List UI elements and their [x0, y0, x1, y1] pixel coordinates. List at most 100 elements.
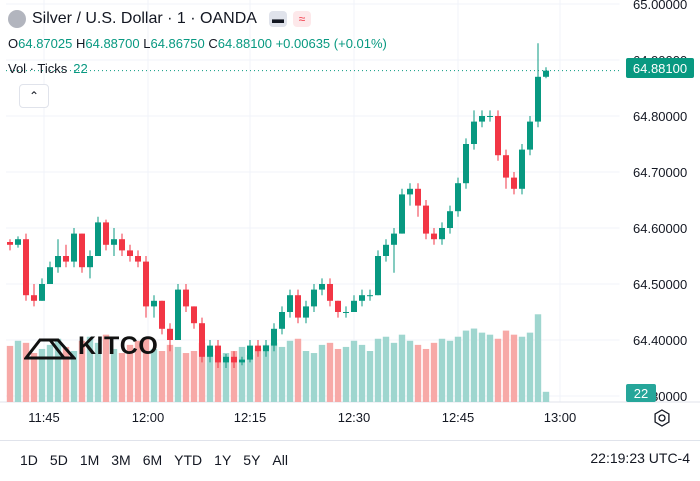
candle-body — [487, 116, 493, 117]
candle-body — [23, 239, 29, 296]
volume-bar — [230, 351, 238, 402]
candle-body — [119, 239, 125, 251]
y-tick-label: 64.80000 — [633, 109, 687, 124]
volume-bar — [286, 340, 294, 402]
low-label: L — [143, 36, 151, 51]
volume-bar — [366, 351, 374, 402]
volume-bar — [294, 338, 302, 402]
candle-body — [167, 328, 173, 340]
volume-bar — [254, 348, 262, 402]
volume-bar — [22, 342, 30, 402]
high-label: H — [75, 36, 86, 51]
volume-bar — [30, 353, 38, 402]
volume-bar — [350, 340, 358, 402]
range-button-6m[interactable]: 6M — [142, 452, 163, 468]
volume-bar — [542, 391, 550, 402]
price-chart[interactable]: 65.0000064.9000064.8000064.7000064.60000… — [0, 0, 700, 440]
volume-bar — [486, 334, 494, 402]
eye-icon[interactable]: ▬ — [268, 11, 287, 27]
range-button-1d[interactable]: 1D — [20, 452, 38, 468]
volume-bar — [46, 344, 54, 402]
volume-bar — [174, 346, 182, 402]
x-tick-label: 12:00 — [132, 410, 165, 425]
candle-body — [79, 233, 85, 268]
volume-bar — [342, 346, 350, 402]
silver-symbol-icon — [8, 10, 26, 28]
range-button-ytd[interactable]: YTD — [174, 452, 203, 468]
candle-body — [191, 306, 197, 324]
candle-body — [103, 222, 109, 245]
candle-body — [439, 228, 445, 240]
y-tick-label: 64.50000 — [633, 277, 687, 292]
candle-body — [7, 242, 13, 245]
candle-body — [87, 256, 93, 268]
candle-body — [231, 356, 237, 363]
symbol-title[interactable]: Silver / U.S. Dollar · 1 · OANDA — [32, 10, 257, 27]
candle-body — [455, 183, 461, 212]
volume-legend: Vol · Ticks 22 — [8, 61, 387, 76]
range-button-5y[interactable]: 5Y — [243, 452, 261, 468]
candle-body — [255, 345, 261, 352]
collapse-legend-button[interactable]: ⌃ — [19, 84, 49, 108]
range-selector: 1D 5D 1M 3M 6M YTD 1Y 5Y All — [14, 450, 294, 470]
volume-bar — [158, 351, 166, 402]
volume-bar — [494, 338, 502, 402]
range-button-1m[interactable]: 1M — [79, 452, 100, 468]
volume-bar — [406, 340, 414, 402]
candle-body — [303, 306, 309, 318]
open-value: 64.87025 — [18, 36, 73, 51]
volume-bar — [422, 348, 430, 402]
volume-bar — [310, 353, 318, 402]
volume-bar — [358, 344, 366, 402]
candle-body — [111, 239, 117, 245]
volume-value: 22 — [73, 61, 88, 76]
volume-bar — [326, 342, 334, 402]
volume-label[interactable]: Vol · Ticks — [8, 61, 68, 76]
volume-bar — [38, 348, 46, 402]
x-tick-label: 13:00 — [544, 410, 577, 425]
candle-body — [15, 239, 21, 245]
range-button-1y[interactable]: 1Y — [214, 452, 232, 468]
volume-bar — [478, 332, 486, 402]
candle-body — [543, 70, 549, 77]
volume-bar — [190, 351, 198, 402]
range-button-5d[interactable]: 5D — [49, 452, 68, 468]
candle-body — [239, 359, 245, 363]
volume-bar — [526, 332, 534, 402]
range-button-3m[interactable]: 3M — [111, 452, 131, 468]
candle-body — [223, 356, 229, 363]
candle-body — [271, 328, 277, 346]
wave-icon[interactable]: ≈ — [292, 11, 311, 27]
volume-bar — [438, 338, 446, 402]
volume-bar — [302, 351, 310, 402]
volume-bar — [414, 344, 422, 402]
candle-body — [463, 144, 469, 184]
volume-bar — [222, 353, 230, 402]
settings-gear-icon[interactable] — [653, 409, 671, 427]
open-label: O — [8, 36, 19, 51]
volume-bar — [166, 344, 174, 402]
volume-bar — [382, 336, 390, 402]
candle-body — [287, 295, 293, 312]
volume-bar — [70, 351, 78, 402]
volume-bar — [534, 314, 542, 402]
candle-body — [175, 289, 181, 340]
volume-tag: 22 — [626, 384, 656, 402]
candle-body — [247, 345, 253, 360]
x-tick-label: 12:45 — [442, 410, 475, 425]
clock[interactable]: 22:19:23 UTC-4 — [590, 450, 690, 466]
chart-area[interactable]: 65.0000064.9000064.8000064.7000064.60000… — [0, 0, 700, 440]
volume-bar — [134, 340, 142, 402]
candle-body — [431, 233, 437, 240]
volume-bar — [270, 342, 278, 402]
x-tick-label: 12:30 — [338, 410, 371, 425]
kitco-logo: KITCO — [24, 332, 158, 361]
volume-bar — [198, 342, 206, 402]
candle-body — [335, 300, 341, 312]
candle-body — [143, 261, 149, 307]
candle-body — [479, 116, 485, 122]
volume-bar — [318, 344, 326, 402]
range-button-all[interactable]: All — [272, 452, 288, 468]
candle-body — [367, 295, 373, 297]
volume-bar — [62, 346, 70, 402]
